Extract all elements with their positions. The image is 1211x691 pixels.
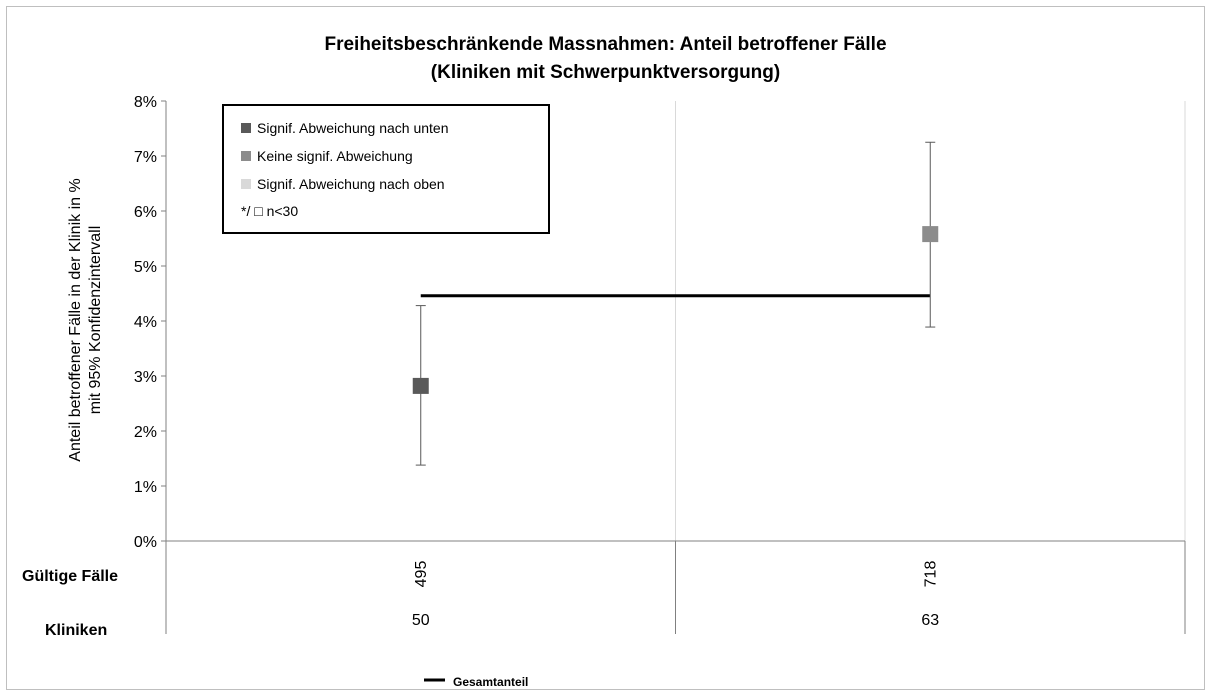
legend-label-high: Signif. Abweichung nach oben: [257, 176, 445, 192]
y-tick-label: 5%: [134, 259, 157, 276]
chart-title-line2: (Kliniken mit Schwerpunktversorgung): [430, 62, 781, 83]
y-tick-label: 6%: [134, 204, 157, 221]
legend-label-none: Keine signif. Abweichung: [257, 148, 413, 164]
axes: 0% 1% 2% 3% 4% 5% 6% 7% 8%: [134, 94, 1186, 634]
kliniken-label: 63: [921, 612, 939, 629]
legend: Signif. Abweichung nach unten Keine sign…: [222, 104, 550, 234]
y-axis-title-line1: Anteil betroffener Fälle in der Klinik i…: [67, 178, 84, 461]
bottom-legend-label: Gesamtanteil: [453, 675, 528, 689]
legend-swatch-low: [241, 123, 251, 133]
y-axis-title-line2: mit 95% Konfidenzintervall: [87, 226, 104, 415]
legend-box: [222, 104, 550, 234]
faelle-label: 718: [922, 561, 939, 588]
y-tick-label: 1%: [134, 479, 157, 496]
chart-frame: [6, 6, 1205, 690]
legend-swatch-high: [241, 179, 251, 189]
legend-swatch-none: [241, 151, 251, 161]
data-point: [922, 226, 939, 243]
bottom-legend: Gesamtanteil: [424, 675, 528, 689]
kliniken-label: 50: [412, 612, 430, 629]
chart-title-line1: Freiheitsbeschränkende Massnahmen: Antei…: [324, 34, 887, 55]
legend-note: */ □ n<30: [241, 203, 298, 219]
marks: 495 50 718 63: [412, 141, 939, 629]
legend-label-low: Signif. Abweichung nach unten: [257, 120, 448, 136]
y-tick-label: 7%: [134, 149, 157, 166]
data-point: [412, 377, 429, 394]
faelle-label: 495: [413, 561, 430, 588]
y-tick-label: 2%: [134, 424, 157, 441]
y-tick-label: 8%: [134, 94, 157, 111]
row-label-faelle: Gültige Fälle: [22, 568, 118, 585]
y-tick-label: 0%: [134, 534, 157, 551]
row-label-kliniken: Kliniken: [45, 622, 107, 639]
y-tick-label: 3%: [134, 369, 157, 386]
y-tick-label: 4%: [134, 314, 157, 331]
y-axis-title: Anteil betroffener Fälle in der Klinik i…: [67, 178, 104, 461]
